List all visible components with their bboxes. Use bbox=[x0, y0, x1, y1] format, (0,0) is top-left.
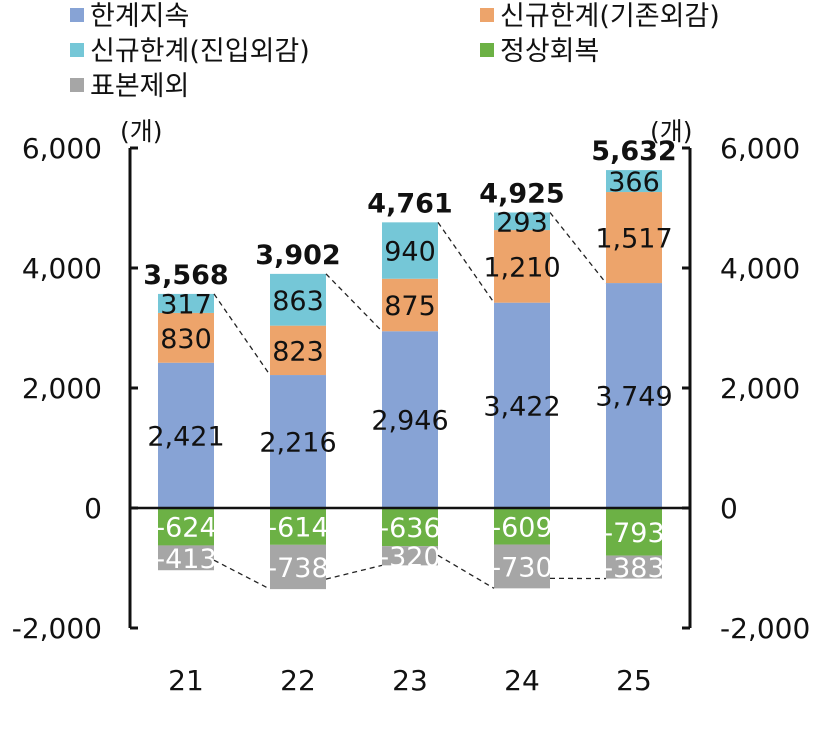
connector-top-22 bbox=[325, 273, 383, 332]
bar-recovered-25 bbox=[606, 508, 662, 556]
bar-excluded-21 bbox=[158, 545, 214, 571]
bar-new_entry-21 bbox=[158, 293, 214, 313]
legend-item-continue: 한계지속 bbox=[70, 2, 189, 32]
total-label-22: 3,902 bbox=[255, 240, 340, 271]
left-tick-label: 2,000 bbox=[22, 372, 102, 405]
bar-new_existing-25 bbox=[606, 192, 662, 284]
legend-label: 신규한계(기존외감) bbox=[500, 1, 720, 32]
bar-new_existing-22 bbox=[270, 325, 326, 376]
data-label-excluded-21: -413 bbox=[155, 544, 216, 575]
legend-label: 신규한계(진입외감) bbox=[90, 36, 310, 67]
bar-recovered-23 bbox=[382, 508, 438, 547]
connector-bottom-22 bbox=[325, 564, 383, 580]
data-label-new_existing-22: 823 bbox=[272, 336, 324, 367]
bar-recovered-22 bbox=[270, 508, 326, 545]
left-tick-label: 0 bbox=[84, 492, 102, 525]
legend-swatch bbox=[70, 77, 84, 92]
legend-item-new_existing: 신규한계(기존외감) bbox=[480, 2, 720, 32]
data-label-new_entry-21: 317 bbox=[160, 289, 212, 320]
right-axis-unit: (개) bbox=[650, 117, 693, 146]
legend-label: 정상회복 bbox=[500, 36, 600, 67]
legend-swatch bbox=[480, 42, 494, 57]
bar-new_existing-23 bbox=[382, 278, 438, 332]
data-label-new_existing-24: 1,210 bbox=[483, 252, 560, 283]
data-label-new_entry-24: 293 bbox=[496, 207, 548, 238]
data-label-continue-25: 3,749 bbox=[595, 382, 672, 413]
data-label-continue-23: 2,946 bbox=[371, 406, 448, 437]
bar-excluded-22 bbox=[270, 544, 326, 590]
legend-item-new_entry: 신규한계(진입외감) bbox=[70, 37, 310, 67]
data-label-excluded-24: -730 bbox=[491, 552, 552, 583]
data-label-new_existing-23: 875 bbox=[384, 291, 436, 322]
data-label-recovered-24: -609 bbox=[491, 512, 552, 543]
legend-label: 한계지속 bbox=[90, 1, 190, 32]
bar-continue-22 bbox=[270, 375, 326, 508]
data-label-recovered-23: -636 bbox=[379, 513, 440, 544]
bar-continue-25 bbox=[606, 283, 662, 508]
data-label-excluded-22: -738 bbox=[267, 553, 328, 584]
bar-recovered-21 bbox=[158, 508, 214, 546]
total-label-25: 5,632 bbox=[591, 136, 676, 167]
total-label-24: 4,925 bbox=[479, 179, 564, 210]
x-tick-label-24: 24 bbox=[504, 664, 540, 697]
data-label-continue-21: 2,421 bbox=[147, 421, 224, 452]
left-tick-label: 4,000 bbox=[22, 252, 102, 285]
x-tick-label-21: 21 bbox=[168, 664, 204, 697]
bar-new_entry-25 bbox=[606, 170, 662, 193]
bar-recovered-24 bbox=[494, 508, 550, 545]
data-label-excluded-25: -383 bbox=[603, 553, 664, 584]
data-label-new_existing-25: 1,517 bbox=[595, 224, 672, 255]
bar-new_entry-24 bbox=[494, 212, 550, 231]
left-axis-unit: (개) bbox=[120, 117, 163, 146]
data-label-recovered-21: -624 bbox=[155, 513, 216, 544]
right-tick-label: 4,000 bbox=[720, 252, 800, 285]
data-label-new_entry-22: 863 bbox=[272, 286, 324, 317]
connector-top-21 bbox=[213, 293, 271, 376]
connector-top-24 bbox=[549, 212, 607, 284]
bar-excluded-23 bbox=[382, 546, 438, 566]
bar-continue-23 bbox=[382, 331, 438, 508]
data-label-recovered-22: -614 bbox=[267, 512, 328, 543]
legend-item-recovered: 정상회복 bbox=[480, 37, 599, 67]
data-label-new_entry-25: 366 bbox=[608, 167, 660, 198]
data-label-excluded-23: -320 bbox=[379, 542, 440, 573]
x-tick-label-25: 25 bbox=[616, 664, 652, 697]
legend-swatch bbox=[70, 7, 84, 22]
right-tick-label: 6,000 bbox=[720, 132, 800, 165]
right-tick-label: -2,000 bbox=[720, 612, 810, 645]
data-label-new_entry-23: 940 bbox=[384, 237, 436, 268]
connector-bottom-23 bbox=[437, 554, 495, 589]
bar-new_existing-24 bbox=[494, 230, 550, 303]
left-tick-label: 6,000 bbox=[22, 132, 102, 165]
bar-excluded-24 bbox=[494, 544, 550, 589]
x-tick-label-23: 23 bbox=[392, 664, 428, 697]
total-label-21: 3,568 bbox=[143, 260, 228, 291]
right-tick-label: 0 bbox=[720, 492, 738, 525]
bar-new_entry-23 bbox=[382, 222, 438, 279]
x-tick-label-22: 22 bbox=[280, 664, 316, 697]
legend-swatch bbox=[480, 7, 494, 22]
bar-continue-24 bbox=[494, 302, 550, 508]
legend-swatch bbox=[70, 42, 84, 57]
bar-excluded-25 bbox=[606, 555, 662, 579]
data-label-continue-24: 3,422 bbox=[483, 391, 560, 422]
right-tick-label: 2,000 bbox=[720, 372, 800, 405]
data-label-recovered-25: -793 bbox=[603, 518, 664, 549]
bar-continue-21 bbox=[158, 362, 214, 508]
data-label-new_existing-21: 830 bbox=[160, 324, 212, 355]
legend-item-excluded: 표본제외 bbox=[70, 72, 189, 102]
bar-new_existing-21 bbox=[158, 312, 214, 363]
connector-bottom-21 bbox=[213, 559, 271, 590]
data-label-continue-22: 2,216 bbox=[259, 428, 336, 459]
legend-label: 표본제외 bbox=[90, 71, 190, 102]
connector-top-23 bbox=[437, 221, 495, 304]
bar-new_entry-22 bbox=[270, 273, 326, 326]
left-tick-label: -2,000 bbox=[12, 612, 102, 645]
total-label-23: 4,761 bbox=[367, 188, 452, 219]
